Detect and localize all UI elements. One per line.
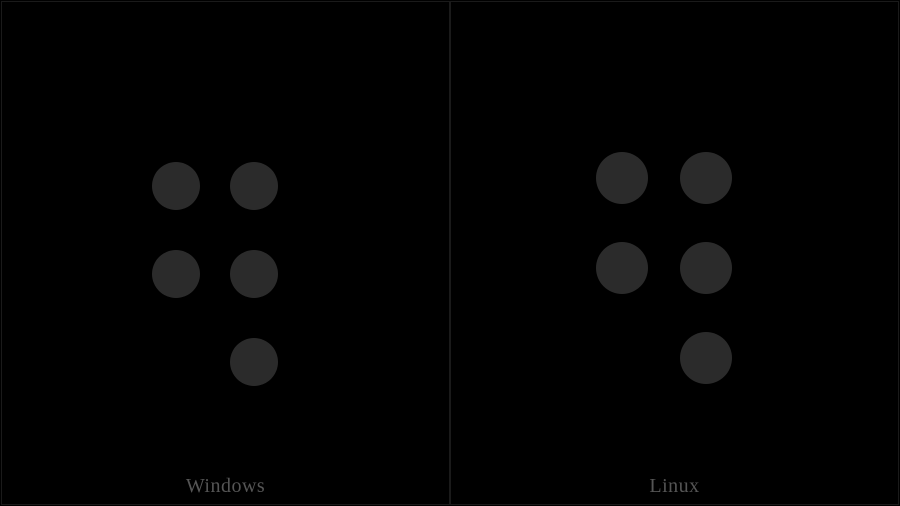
braille-dot-icon [152,250,200,298]
braille-dot-icon [680,332,732,384]
braille-dot-icon [596,242,648,294]
braille-dot-icon [596,152,648,204]
braille-dot-icon [152,162,200,210]
braille-dot-icon [680,152,732,204]
braille-dot-icon [680,242,732,294]
braille-dot-icon [230,162,278,210]
comparison-container: Windows Linux [0,0,900,506]
braille-glyph-linux [596,152,796,412]
panel-windows: Windows [1,1,450,505]
caption-linux: Linux [451,475,898,498]
braille-dot-icon [230,250,278,298]
braille-dot-icon [230,338,278,386]
caption-windows: Windows [2,475,449,498]
braille-glyph-windows [152,162,352,422]
panel-linux: Linux [450,1,899,505]
